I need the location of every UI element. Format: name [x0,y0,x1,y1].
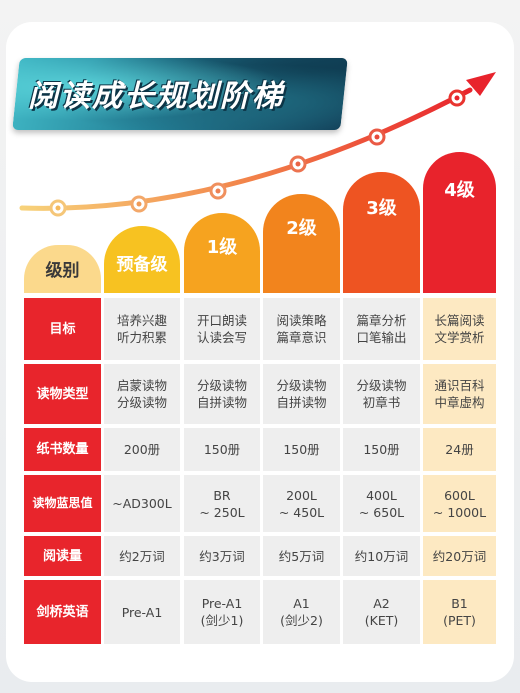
table-cell: 培养兴趣 听力积累 [104,298,180,360]
row-head: 目标 [24,298,101,360]
row-head: 阅读量 [24,536,101,576]
level-header-corner: 级别 [24,245,101,293]
table-cell: 分级读物 自拼读物 [184,364,260,424]
level-4: 4级 [423,152,496,293]
row-head: 读物蓝思值 [24,475,101,532]
table-cell: 通识百科 中章虚构 [423,364,496,424]
table-cell: 启蒙读物 分级读物 [104,364,180,424]
table-cell: 600L ~ 1000L [423,475,496,532]
table-cell: 150册 [343,428,420,471]
table-cell: 篇章分析 口笔输出 [343,298,420,360]
table-cell: 分级读物 初章书 [343,364,420,424]
table-row-lexile: 读物蓝思值 ~AD300L BR ~ 250L 200L ~ 450L 400L… [24,475,496,532]
curve-arrow-head [466,72,496,96]
table-cell: 分级读物 自拼读物 [263,364,340,424]
curve-dot [55,205,61,211]
table-row-cambridge: 剑桥英语 Pre-A1 Pre-A1 (剑少1) A1 (剑少2) A2 (KE… [24,580,496,644]
table-cell: A1 (剑少2) [263,580,340,644]
level-3: 3级 [343,172,420,293]
curve-dot [215,188,221,194]
table-cell: ~AD300L [104,475,180,532]
table-cell: 150册 [263,428,340,471]
table-cell: Pre-A1 (剑少1) [184,580,260,644]
level-2: 2级 [263,194,340,293]
curve-line [19,87,473,211]
table-cell: 约5万词 [263,536,340,576]
curve-dot [374,134,380,140]
table-cell: 150册 [184,428,260,471]
table-cell: 200L ~ 450L [263,475,340,532]
level-1: 1级 [184,213,260,293]
page-title: 阅读成长规划阶梯 [28,79,284,114]
row-head: 剑桥英语 [24,580,101,644]
table-row-goal: 目标 培养兴趣 听力积累 开口朗读 认读会写 阅读策略 篇章意识 篇章分析 口笔… [24,298,496,360]
table-cell: 阅读策略 篇章意识 [263,298,340,360]
curve-dot [454,95,460,101]
table-row-book-count: 纸书数量 200册 150册 150册 150册 24册 [24,428,496,471]
table-cell: 约20万词 [423,536,496,576]
curve-dot [295,161,301,167]
level-prep: 预备级 [104,226,180,293]
table-cell: 长篇阅读 文学赏析 [423,298,496,360]
curve-dot [136,201,142,207]
table-cell: 200册 [104,428,180,471]
table-cell: 400L ~ 650L [343,475,420,532]
table-cell: 24册 [423,428,496,471]
row-head: 读物类型 [24,364,101,424]
table-cell: 约3万词 [184,536,260,576]
table-cell: B1 (PET) [423,580,496,644]
table-row-book-type: 读物类型 启蒙读物 分级读物 分级读物 自拼读物 分级读物 自拼读物 分级读物 … [24,364,496,424]
table-cell: 约2万词 [104,536,180,576]
table-cell: 开口朗读 认读会写 [184,298,260,360]
table-cell: 约10万词 [343,536,420,576]
table-row-reading-volume: 阅读量 约2万词 约3万词 约5万词 约10万词 约20万词 [24,536,496,576]
curve-dots [49,89,466,217]
table-cell: BR ~ 250L [184,475,260,532]
row-head: 纸书数量 [24,428,101,471]
table-cell: A2 (KET) [343,580,420,644]
table-cell: Pre-A1 [104,580,180,644]
